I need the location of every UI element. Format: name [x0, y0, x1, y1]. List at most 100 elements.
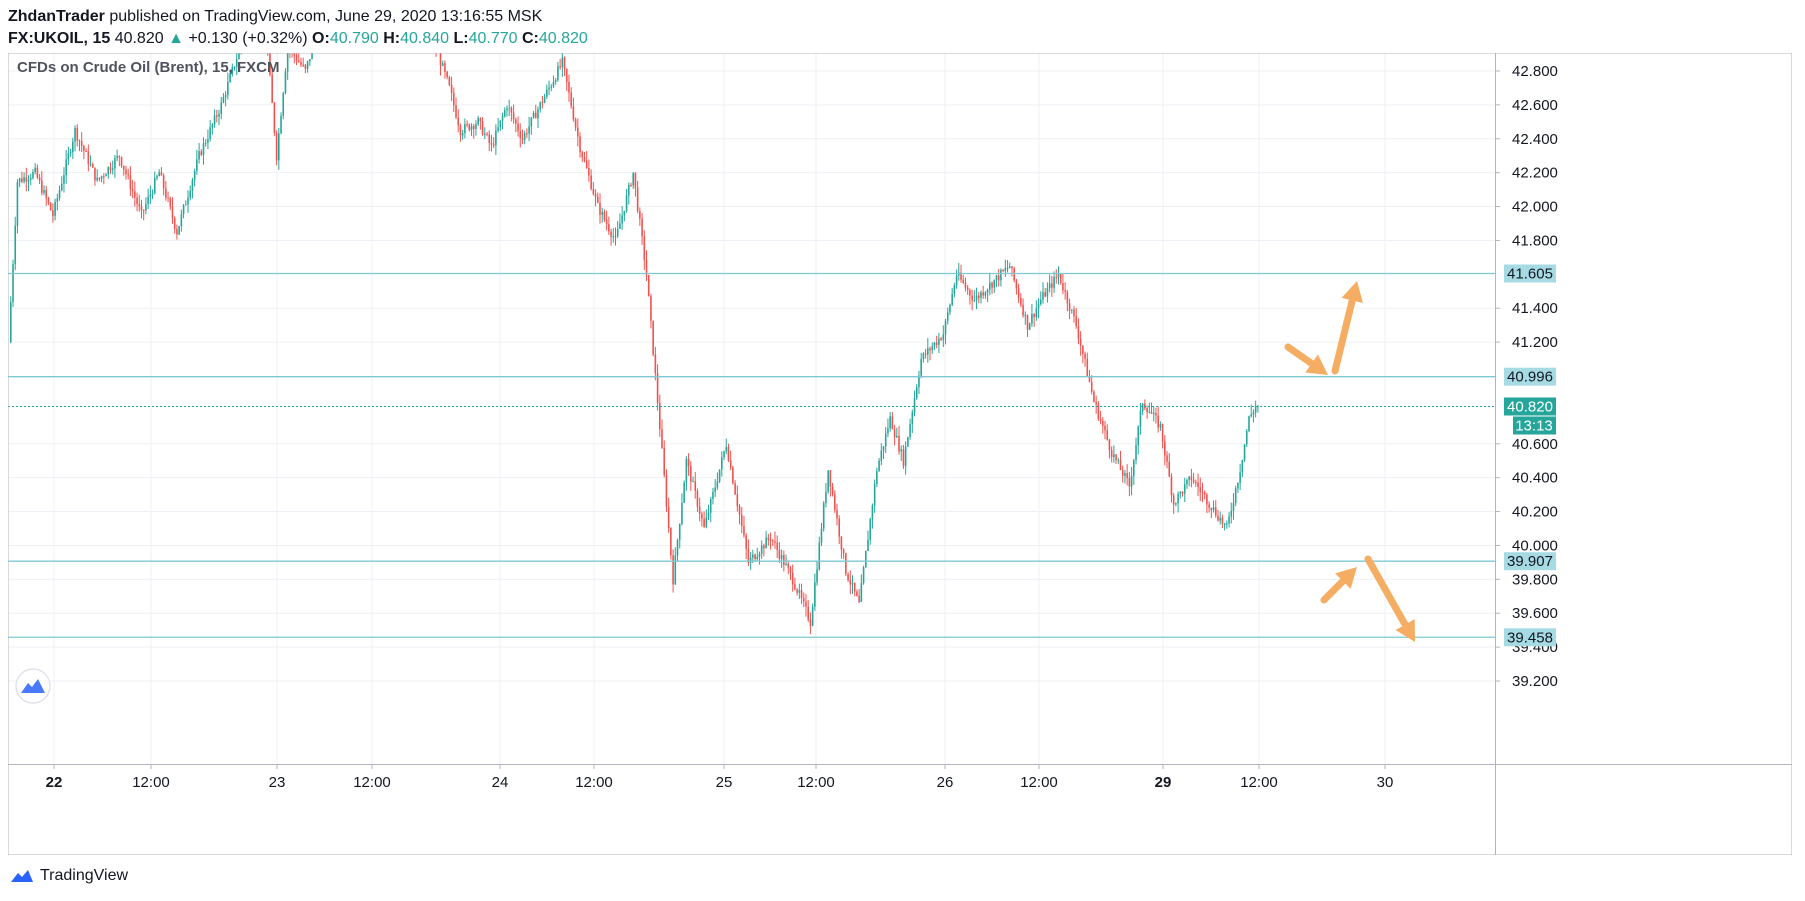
candle [1035, 300, 1038, 321]
candle [213, 109, 216, 128]
candle [477, 115, 479, 126]
candle [142, 209, 145, 221]
candle [776, 535, 778, 558]
candle [743, 516, 745, 538]
tradingview-watermark-icon[interactable] [15, 668, 51, 704]
candle [541, 95, 544, 109]
time-tick-label: 12:00 [132, 774, 170, 791]
candle [211, 123, 214, 135]
arrow-down-icon[interactable] [1364, 555, 1415, 642]
symbol-name: FX:UKOIL, 15 [8, 30, 111, 47]
candle [1017, 283, 1020, 303]
candle [227, 72, 229, 100]
candle [488, 130, 491, 152]
candle [1046, 282, 1049, 303]
candle [1254, 400, 1257, 418]
time-axis-border [8, 764, 1792, 765]
candle [833, 490, 836, 513]
candle [552, 75, 555, 88]
horizontal-levels[interactable] [8, 272, 1495, 638]
candle [444, 60, 446, 79]
close-value: 40.820 [538, 30, 588, 47]
price-tick-label: 42.600 [1512, 97, 1558, 114]
candle [486, 132, 488, 137]
candle [619, 213, 621, 230]
candle [989, 272, 991, 296]
candle [636, 180, 639, 214]
candle [1248, 415, 1250, 433]
candle [1164, 435, 1166, 466]
candle [1223, 522, 1226, 531]
candle [692, 476, 694, 483]
candle [701, 511, 703, 527]
candle [639, 207, 641, 226]
candle [889, 412, 891, 432]
candle [12, 259, 14, 308]
candle [871, 503, 874, 529]
candle [958, 262, 960, 281]
candle [1073, 306, 1075, 323]
candle [222, 93, 225, 104]
candle [94, 167, 96, 186]
candle [902, 445, 905, 469]
arrow-up-right-icon[interactable] [1320, 567, 1357, 604]
candle [723, 450, 725, 461]
candle [91, 162, 94, 168]
chart-area[interactable]: 42.800 42.600 42.400 42.200 42.000 41.800 41.4… [8, 53, 1792, 855]
arrow-up-icon[interactable] [1331, 281, 1363, 375]
close-label: C: [521, 30, 539, 47]
time-tick-label: 22 [46, 774, 63, 791]
candle [822, 501, 825, 532]
footer-brand[interactable]: TradingView [10, 866, 128, 886]
candle [441, 60, 444, 67]
chart-svg[interactable]: 42.800 42.600 42.400 42.200 42.000 41.800 41.4… [8, 53, 1792, 855]
time-axis[interactable]: 22 12:00 23 12:00 24 12:00 25 12:00 26 12:00 29 12:… [46, 764, 1394, 791]
candle [836, 503, 838, 526]
price-tick-label: 42.400 [1512, 131, 1558, 148]
candle [271, 67, 273, 104]
candle [127, 168, 129, 180]
candle [523, 130, 526, 145]
candle [1126, 464, 1128, 486]
candle [884, 427, 887, 454]
candle [85, 148, 87, 152]
candle [23, 172, 25, 184]
candle [182, 203, 185, 219]
candle [581, 150, 584, 163]
candle [10, 296, 12, 344]
candle [969, 288, 971, 305]
candle [534, 104, 537, 119]
candle [1008, 262, 1011, 269]
candle [1033, 313, 1035, 327]
price-tick-label: 40.400 [1512, 470, 1558, 487]
price-tick-label: 41.200 [1512, 334, 1558, 351]
candle [973, 290, 976, 303]
candle [794, 577, 796, 591]
candle [1226, 520, 1228, 529]
candle [439, 53, 442, 76]
candle [634, 172, 637, 197]
candle [1190, 468, 1193, 488]
arrow-down-right-icon[interactable] [1284, 343, 1328, 375]
price-axis[interactable]: 42.800 42.600 42.400 42.200 42.000 41.800 41.4… [1495, 63, 1558, 690]
level-price-label: 39.458 [1504, 628, 1556, 647]
candle [1192, 472, 1195, 484]
candle [997, 268, 1000, 287]
candle [1128, 472, 1131, 497]
candle [1020, 292, 1022, 308]
candle [721, 451, 723, 477]
candle [966, 284, 969, 295]
candle [1232, 493, 1235, 520]
candle [87, 144, 90, 172]
author-name[interactable]: ZhdanTrader [8, 8, 105, 25]
level-price-label: 39.907 [1504, 552, 1556, 571]
candle [202, 137, 205, 165]
annotation-arrows[interactable] [1284, 281, 1415, 642]
candle [1206, 492, 1208, 514]
candle [864, 550, 867, 568]
candle [703, 511, 705, 528]
candle [304, 63, 307, 74]
candle [41, 171, 43, 196]
candle [800, 583, 803, 604]
candle [718, 469, 721, 484]
